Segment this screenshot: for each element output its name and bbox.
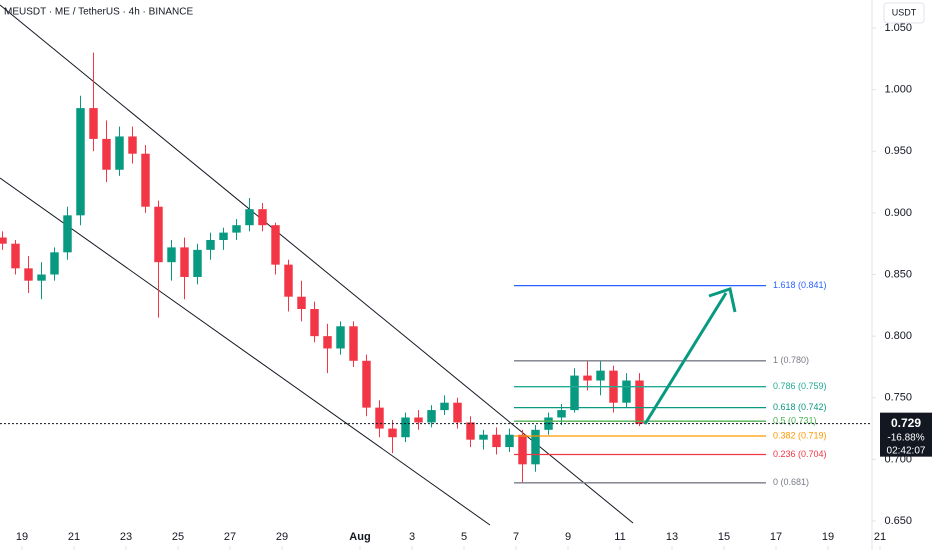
candle-body — [37, 274, 46, 281]
x-tick-label: 23 — [120, 531, 132, 543]
x-tick-label: 9 — [565, 531, 571, 543]
channel-lower — [0, 177, 491, 526]
candle-body — [154, 206, 163, 263]
price-axis — [872, 0, 932, 550]
candle-body — [0, 237, 7, 244]
x-tick-label: 19 — [16, 531, 28, 543]
candle-body — [50, 252, 59, 275]
x-tick-label: 29 — [276, 531, 288, 543]
candle-body — [24, 268, 33, 281]
y-tick-label: 0.850 — [884, 268, 912, 280]
price-tag-box — [880, 412, 932, 457]
x-tick-label: 27 — [224, 531, 236, 543]
channel-upper — [0, 4, 634, 524]
candle-body — [583, 375, 592, 381]
y-tick-label: 0.750 — [884, 392, 912, 404]
candle-body — [375, 407, 384, 429]
fib-label: 0.382 (0.719) — [773, 430, 827, 440]
candle-body — [284, 264, 293, 297]
x-tick-label: 17 — [770, 531, 782, 543]
x-tick-label: 7 — [513, 531, 519, 543]
candle-body — [232, 225, 241, 233]
candle-body — [336, 326, 345, 349]
candle-body — [141, 153, 150, 207]
candle-body — [310, 309, 319, 337]
candle-body — [180, 247, 189, 277]
candle-body — [492, 434, 501, 448]
y-tick-label: 0.650 — [884, 515, 912, 527]
candle-body — [505, 434, 514, 448]
price-tag-change: -16.88% — [887, 432, 924, 443]
candle-body — [635, 380, 644, 424]
currency-label[interactable]: USDT — [892, 7, 917, 17]
y-tick-label: 0.800 — [884, 330, 912, 342]
candle-body — [440, 402, 449, 411]
plot-area: 1.618 (0.841) 1 (0.780) 0.786 (0.759) 0.618… — [0, 52, 872, 487]
x-tick-label: 3 — [409, 531, 415, 543]
candle-body — [622, 380, 631, 403]
candle-body — [76, 108, 85, 216]
chart-title: MEUSDT · ME / TetherUS · 4h · BINANCE — [4, 7, 193, 18]
x-tick-label: 15 — [718, 531, 730, 543]
candle-body — [167, 247, 176, 263]
candle-body — [414, 417, 423, 423]
candle-body — [63, 215, 72, 253]
candle-body — [557, 410, 566, 418]
candle-body — [453, 402, 462, 423]
fib-label: 0.786 (0.759) — [773, 381, 827, 391]
candle-body — [323, 336, 332, 349]
x-tick-label: 5 — [461, 531, 467, 543]
y-tick-label: 0.900 — [884, 207, 912, 219]
fib-label: 0.236 (0.704) — [773, 449, 827, 459]
candle-body — [596, 370, 605, 381]
fib-label: 1.618 (0.841) — [773, 280, 827, 290]
price-tag: 0.729 -16.88% 02:42:07 — [880, 412, 932, 457]
fib-label: 0 (0.681) — [773, 477, 809, 487]
x-tick-label: Aug — [349, 531, 370, 543]
candle-body — [11, 243, 20, 269]
y-tick-label: 0.950 — [884, 145, 912, 157]
x-tick-label: 21 — [68, 531, 80, 543]
x-tick-label: 13 — [666, 531, 678, 543]
x-tick-label: 21 — [874, 531, 886, 543]
fib-label: 0.618 (0.742) — [773, 402, 827, 412]
candle-body — [427, 410, 436, 423]
candle-body — [271, 225, 280, 265]
candle-body — [466, 422, 475, 440]
arrow-shaft — [643, 292, 728, 425]
candle-body — [401, 417, 410, 438]
y-axis: 1.0501.0000.9500.9000.8500.8000.7500.700… — [872, 22, 912, 527]
candle-body — [531, 429, 540, 465]
candle-body — [245, 209, 254, 226]
candle-body — [193, 249, 202, 277]
candle-body — [518, 434, 527, 465]
candle-body — [570, 375, 579, 411]
candle-body — [206, 239, 215, 250]
price-tag-value: 0.729 — [891, 416, 921, 430]
candle-body — [219, 232, 228, 240]
y-tick-label: 1.000 — [884, 84, 912, 96]
candle-body — [349, 326, 358, 361]
candle-body — [388, 428, 397, 438]
x-tick-label: 19 — [822, 531, 834, 543]
y-tick-label: 1.050 — [884, 22, 912, 34]
price-tag-countdown: 02:42:07 — [887, 445, 926, 456]
currency-button[interactable] — [883, 2, 925, 24]
candle-body — [362, 360, 371, 408]
fib-label: 1 (0.780) — [773, 355, 809, 365]
arrow-head — [708, 287, 737, 313]
candle-body — [258, 209, 267, 226]
candle-body — [479, 434, 488, 440]
candle-body — [102, 138, 111, 170]
candle-body — [297, 296, 306, 310]
candle-body — [128, 136, 137, 154]
candle-body — [89, 108, 98, 139]
x-tick-label: 11 — [614, 531, 625, 543]
x-tick-label: 25 — [172, 531, 184, 543]
candle-body — [115, 136, 124, 170]
fib-label: 0.5 (0.731) — [773, 416, 817, 426]
